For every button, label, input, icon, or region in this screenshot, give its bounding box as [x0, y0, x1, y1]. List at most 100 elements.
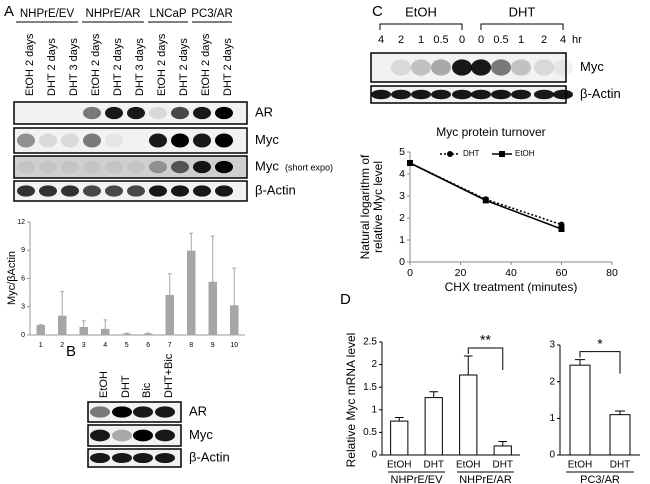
time-label: 0.5: [493, 34, 508, 46]
band: [127, 106, 145, 120]
group-label: PC3/AR: [580, 474, 620, 484]
band: [90, 429, 110, 442]
lane-label: DHT 3 days: [68, 38, 80, 96]
y-tick-label: 6: [21, 275, 25, 282]
y-tick-label: 1.5: [363, 382, 377, 393]
y-tick-label: 2: [399, 212, 405, 224]
y-tick-label: 5: [399, 146, 405, 158]
band: [553, 89, 573, 100]
band: [171, 106, 189, 120]
blot-label: β-Actin: [255, 182, 296, 197]
blot-strip: [13, 155, 248, 179]
significance-label: **: [480, 332, 491, 348]
series-line: [409, 162, 562, 230]
band: [133, 452, 153, 464]
band: [39, 160, 57, 174]
y-tick-label: 2: [371, 359, 377, 370]
condition-bracket: [379, 23, 463, 30]
bar: [186, 250, 196, 336]
x-tick-label: 8: [189, 342, 193, 349]
y-tick-label: 0: [399, 256, 405, 268]
condition-label: EtOH: [405, 4, 437, 19]
band: [553, 59, 573, 76]
band: [17, 185, 35, 197]
blot-label: AR: [189, 403, 207, 418]
band: [391, 89, 411, 100]
y-tick-label: 1: [371, 404, 377, 415]
time-label: 0: [478, 34, 484, 46]
time-label: 2: [398, 34, 404, 46]
error-bar: [81, 320, 86, 328]
error-bar: [103, 319, 108, 330]
error-bar: [167, 273, 172, 296]
band: [83, 133, 101, 148]
significance-bracket: [579, 351, 621, 374]
marker: [482, 197, 489, 204]
y-tick-label: 3: [21, 304, 25, 311]
band: [471, 89, 491, 100]
blot-label: β-Actin: [189, 449, 230, 464]
band: [105, 185, 123, 197]
bar: [36, 325, 46, 336]
band: [391, 59, 411, 76]
band: [127, 160, 145, 174]
y-axis-label: relative Myc level: [371, 161, 385, 253]
x-tick-label: 10: [230, 342, 238, 349]
lane-label: DHT 2 days: [222, 38, 234, 96]
y-tick-label: 0.5: [363, 427, 377, 438]
band: [17, 133, 35, 148]
band: [61, 160, 79, 174]
y-tick-label: 1: [549, 413, 555, 424]
band: [193, 160, 211, 174]
legend-label: DHT: [463, 149, 480, 158]
x-tick-label: 40: [505, 267, 517, 279]
band: [193, 185, 211, 197]
band: [371, 89, 391, 100]
band: [215, 185, 233, 197]
x-tick-label: 3: [82, 342, 86, 349]
band: [431, 89, 451, 100]
blot-label: Myc: [255, 132, 279, 147]
band: [411, 89, 431, 100]
band: [491, 59, 511, 76]
band: [61, 185, 79, 197]
error-bar: [394, 416, 404, 422]
y-axis-label: Myc/βActin: [6, 251, 18, 305]
y-tick-label: 3: [399, 190, 405, 202]
band: [491, 89, 511, 100]
band: [149, 160, 167, 174]
x-tick-label: DHT: [423, 460, 444, 471]
band: [83, 106, 101, 120]
error-bar: [146, 332, 151, 335]
group-label: NHPrE/AR: [86, 8, 141, 20]
band: [112, 406, 132, 418]
group-label: LNCaP: [149, 8, 186, 20]
bar: [208, 281, 218, 336]
band: [105, 160, 123, 174]
bar: [493, 445, 512, 456]
band: [171, 160, 189, 174]
lane-label: DHT 2 days: [112, 38, 124, 96]
bar: [424, 397, 443, 456]
band: [471, 59, 491, 76]
band: [90, 452, 110, 464]
condition-bracket: [480, 23, 564, 30]
band: [17, 160, 35, 174]
bar: [229, 305, 239, 336]
blot-note: (short expo): [285, 162, 333, 172]
marker: [407, 160, 413, 166]
x-tick-label: 20: [455, 267, 467, 279]
y-tick-label: 3: [549, 340, 555, 351]
lane-label: DHT+Bic: [163, 353, 175, 398]
lane-label: EtOH 2 days: [200, 33, 212, 96]
time-label: 4: [560, 34, 566, 46]
band: [534, 89, 554, 100]
lane-label: DHT 2 days: [46, 38, 58, 96]
group-label: NHPrE/AR: [459, 474, 512, 484]
x-tick-label: 5: [125, 342, 129, 349]
lane-label: EtOH 2 days: [90, 33, 102, 96]
band: [155, 429, 175, 442]
y-tick-label: 2: [549, 376, 555, 387]
band: [534, 59, 554, 76]
band: [452, 89, 472, 100]
